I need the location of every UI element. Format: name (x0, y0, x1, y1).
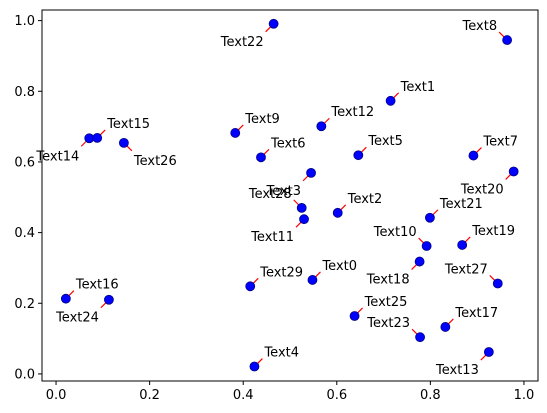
x-tick-label: 1.0 (514, 388, 535, 403)
y-tick-label: 0.6 (14, 155, 35, 170)
x-tick-label: 0.0 (46, 388, 67, 403)
x-axis: 0.0 0.2 0.4 0.6 0.8 1.0 (46, 381, 535, 403)
point-label: Text26 (133, 154, 177, 169)
scatter-point (92, 133, 103, 143)
y-tick-label: 1.0 (14, 14, 35, 29)
point-label: Text23 (366, 316, 410, 331)
point-label: Text2 (347, 192, 383, 207)
point-label: Text19 (471, 224, 515, 239)
point-label: Text13 (435, 363, 479, 378)
plot-frame (41, 9, 539, 382)
y-tick-label: 0.4 (14, 226, 35, 241)
y-tick-label: 0.2 (14, 297, 35, 312)
point-label: Text7 (482, 135, 518, 150)
scatter-point (502, 35, 513, 45)
point-label: Text17 (454, 306, 498, 321)
point-label: Text22 (220, 35, 264, 50)
point-label: Text1 (400, 80, 436, 95)
scatter-point (268, 18, 279, 29)
point-label: Text27 (444, 262, 488, 277)
point-label: Text5 (367, 134, 403, 149)
scatter-point (353, 150, 364, 161)
point-label: Text29 (259, 265, 303, 280)
x-tick-label: 0.6 (326, 388, 347, 403)
scatter-point (118, 137, 129, 148)
point-label: Text12 (330, 105, 374, 120)
scatter-point (332, 207, 343, 218)
axes-frame (41, 9, 539, 382)
x-tick-label: 0.2 (139, 388, 160, 403)
scatter-point (414, 256, 425, 267)
data-points (60, 18, 519, 372)
scatter-point (104, 294, 114, 305)
point-label: Text11 (250, 230, 294, 245)
point-label: Text8 (462, 19, 498, 34)
scatter-point (296, 202, 307, 213)
scatter-point (415, 332, 425, 343)
scatter-point (483, 347, 494, 357)
scatter-point (316, 121, 327, 132)
scatter-point (249, 361, 260, 372)
point-label: Text6 (270, 136, 306, 151)
y-tick-label: 0.0 (14, 367, 35, 382)
point-label: Text20 (460, 182, 504, 197)
scatter-point (349, 311, 360, 321)
scatter-point (492, 278, 503, 289)
point-label: Text28 (248, 187, 292, 202)
scatter-point (245, 281, 256, 292)
point-label: Text15 (106, 117, 150, 132)
point-label: Text0 (321, 259, 357, 274)
x-tick-label: 0.4 (233, 388, 254, 403)
scatter-point (230, 128, 241, 138)
scatter-point (468, 150, 479, 161)
point-label: Text21 (439, 197, 483, 212)
scatter-point (60, 293, 71, 304)
point-label: Text16 (75, 278, 119, 293)
point-label: Text14 (35, 149, 79, 164)
scatter-point (307, 275, 318, 285)
scatter-point (440, 322, 451, 332)
point-label: Text25 (364, 295, 408, 310)
scatter-point (256, 152, 266, 163)
point-label: Text9 (244, 112, 280, 127)
scatter-point (457, 240, 468, 250)
scatter-point (421, 241, 432, 251)
x-tick-label: 0.8 (420, 388, 441, 403)
point-label: Text18 (366, 273, 410, 288)
point-labels: Text0 Text1 Text2 Text3 Text4 Text5 Text6 Text7… (35, 19, 518, 378)
scatter-point (508, 166, 519, 177)
scatter-point (425, 212, 435, 223)
point-label: Text4 (263, 346, 299, 361)
scatter-point (385, 95, 396, 106)
scatter-point (306, 167, 316, 178)
y-tick-label: 0.8 (14, 85, 35, 100)
scatter-point (299, 214, 309, 225)
point-label: Text24 (55, 311, 99, 326)
y-axis: 0.0 0.2 0.4 0.6 0.8 1.0 (14, 14, 42, 382)
point-label: Text3 (265, 184, 301, 199)
point-label: Text10 (373, 225, 417, 240)
